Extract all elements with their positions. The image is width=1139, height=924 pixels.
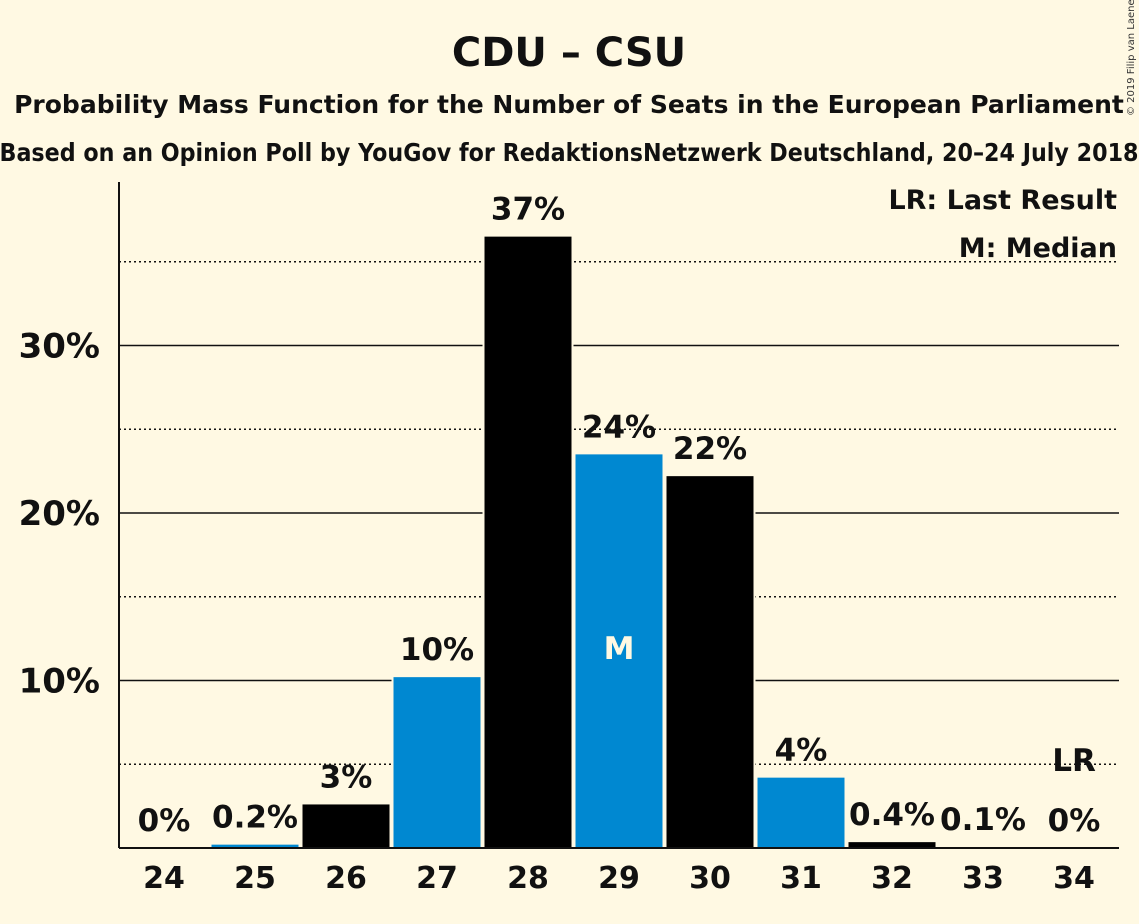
x-tick-label: 26 <box>325 861 367 896</box>
legend-last-result: LR: Last Result <box>888 185 1117 216</box>
bar-gap <box>937 845 1029 848</box>
x-tick-label: 28 <box>507 861 549 896</box>
bar-32 <box>848 842 936 848</box>
data-label-26: 3% <box>320 759 373 795</box>
x-tick-label: 33 <box>962 861 1004 896</box>
data-label-27: 10% <box>400 632 474 668</box>
x-tick-label: 30 <box>689 861 731 896</box>
bars <box>209 234 1029 848</box>
data-label-25: 0.2% <box>212 800 298 836</box>
data-label-34: 0% <box>1048 803 1101 839</box>
chart-title: CDU – CSU <box>452 30 686 76</box>
bar-29 <box>575 454 663 848</box>
x-tick-label: 24 <box>143 861 185 896</box>
data-label-29: 24% <box>582 409 656 445</box>
x-tick-label: 31 <box>780 861 822 896</box>
bar-28 <box>484 236 572 848</box>
chart-subtitle: Probability Mass Function for the Number… <box>14 90 1124 119</box>
data-label-31: 4% <box>775 733 828 769</box>
x-tick-label: 27 <box>416 861 458 896</box>
bar-31 <box>757 777 845 848</box>
last-result-marker: LR <box>1052 743 1096 779</box>
bar-26 <box>302 804 390 848</box>
bar-25 <box>211 844 299 848</box>
y-tick-label: 30% <box>19 327 100 367</box>
x-axis-ticks: 24 25 26 27 28 29 30 31 32 33 34 <box>143 861 1095 896</box>
bar-30 <box>666 476 754 848</box>
y-tick-label: 10% <box>19 662 100 702</box>
data-label-30: 22% <box>673 431 747 467</box>
x-tick-label: 32 <box>871 861 913 896</box>
copyright-note: © 2019 Filip van Laenen <box>1126 0 1137 116</box>
legend-median: M: Median <box>959 233 1117 264</box>
y-axis-ticks: 10% 20% 30% <box>19 327 100 702</box>
x-tick-label: 29 <box>598 861 640 896</box>
x-tick-label: 34 <box>1053 861 1095 896</box>
median-marker: M <box>604 631 635 667</box>
data-label-24: 0% <box>138 803 191 839</box>
y-tick-label: 20% <box>19 494 100 534</box>
data-label-32: 0.4% <box>849 797 935 833</box>
bar-27 <box>393 677 481 848</box>
data-label-33: 0.1% <box>940 802 1026 838</box>
chart-source: Based on an Opinion Poll by YouGov for R… <box>0 138 1139 167</box>
x-tick-label: 25 <box>234 861 276 896</box>
data-label-28: 37% <box>491 192 565 228</box>
data-labels: 0% 0.2% 3% 10% 37% 24% M 22% 4% 0.4% 0.1% 0% LR <box>138 192 1101 839</box>
